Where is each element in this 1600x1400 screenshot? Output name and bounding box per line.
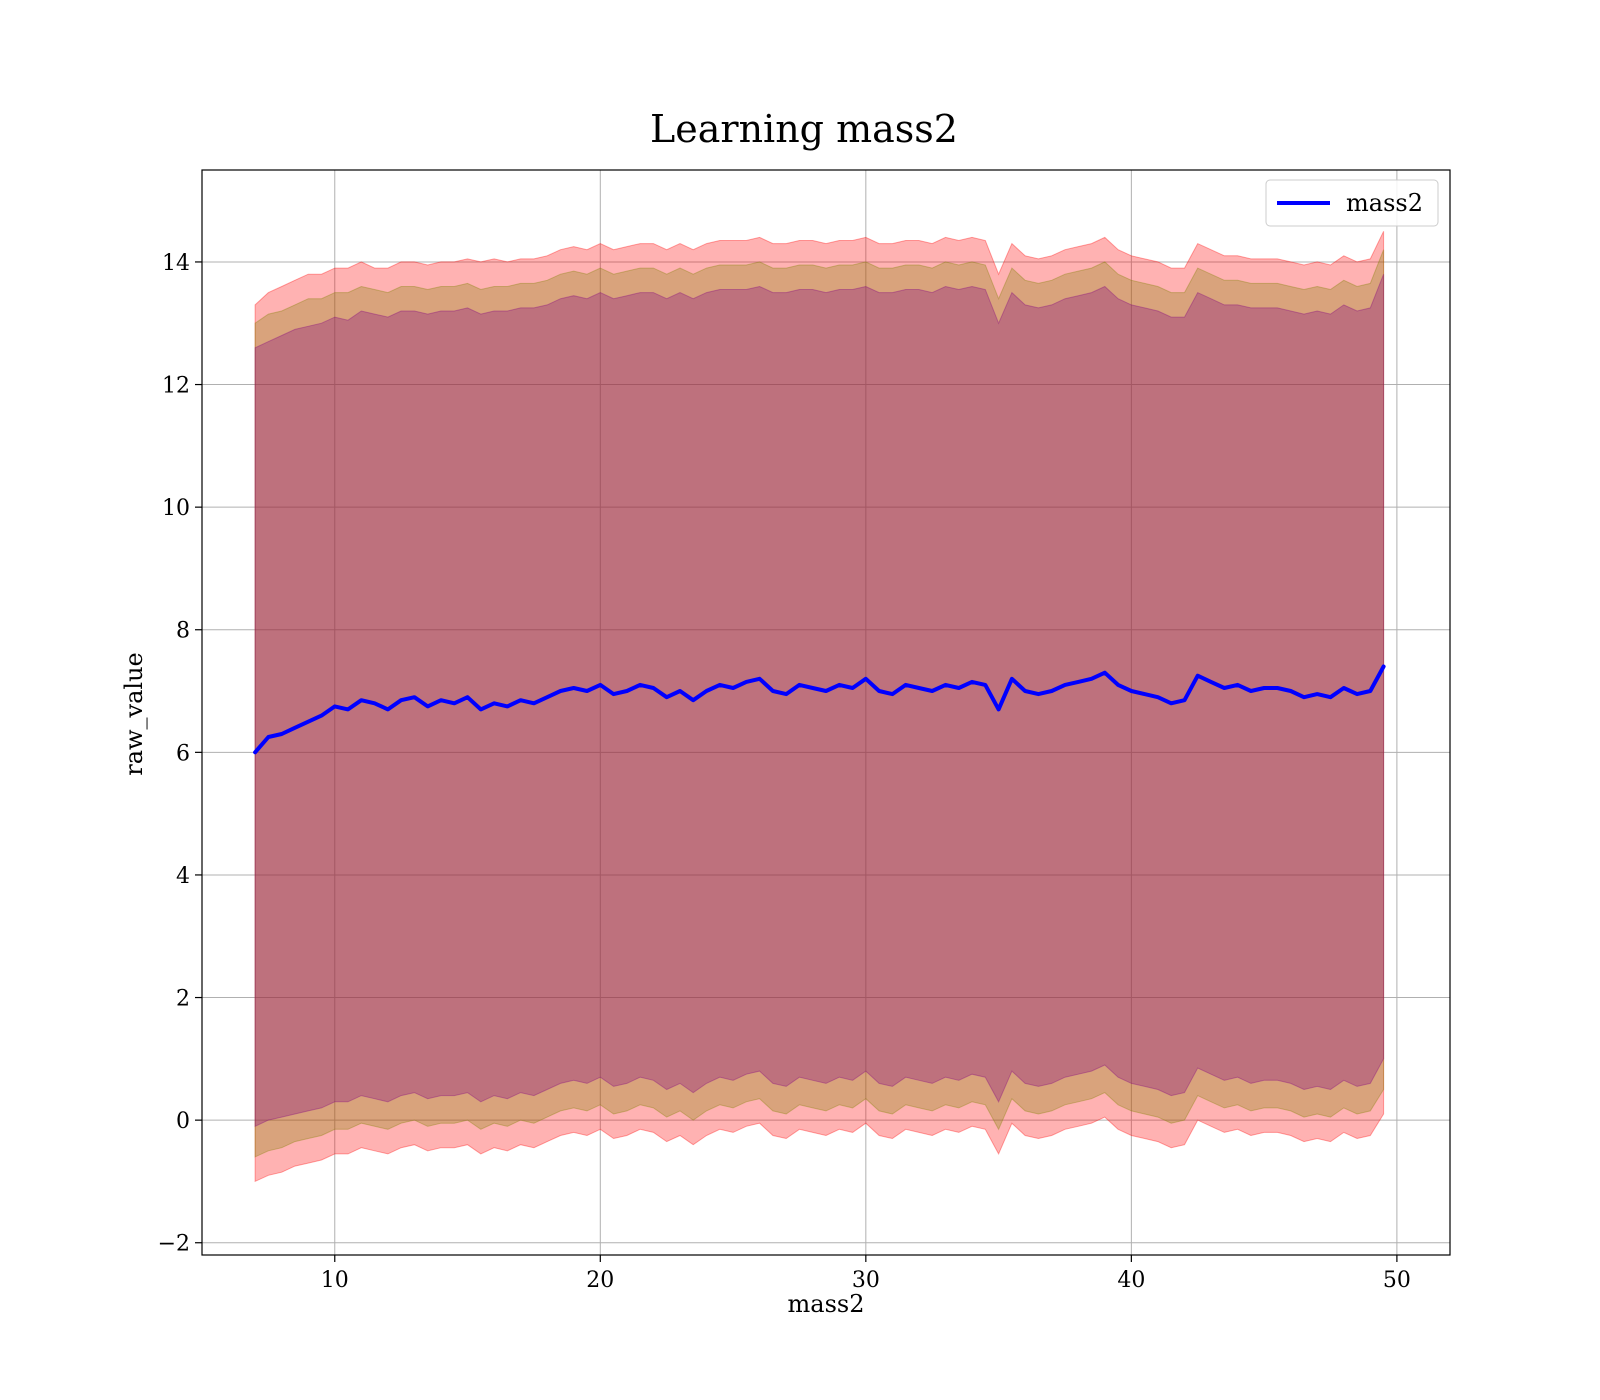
outer-band bbox=[254, 231, 1385, 1183]
y-tick-label-0: −2 bbox=[158, 1232, 190, 1257]
x-tick-label-3: 40 bbox=[1117, 1268, 1145, 1293]
chart-title: Learning mass2 bbox=[650, 107, 958, 151]
x-axis-label: mass2 bbox=[788, 1290, 865, 1318]
series-lines bbox=[253, 664, 1386, 755]
y-tick-label-3: 4 bbox=[176, 864, 190, 889]
y-axis-label: raw_value bbox=[120, 652, 148, 776]
x-axis-ticks: 10 20 30 40 50 bbox=[321, 1255, 1411, 1293]
plot-frame bbox=[201, 169, 1451, 1256]
legend: mass2 bbox=[1265, 179, 1439, 227]
x-tick-label-4: 50 bbox=[1383, 1268, 1411, 1293]
y-tick-label-7: 12 bbox=[162, 374, 190, 399]
y-tick-label-8: 14 bbox=[162, 251, 190, 276]
confidence-bands bbox=[254, 231, 1385, 1183]
y-tick-label-6: 10 bbox=[162, 496, 190, 521]
y-axis-ticks: −2 0 2 4 6 8 10 12 14 bbox=[158, 251, 202, 1257]
legend-entry-mass2: mass2 bbox=[1346, 189, 1423, 217]
y-tick-label-5: 8 bbox=[176, 619, 190, 644]
grid bbox=[202, 170, 1450, 1255]
series-line-mass2 bbox=[253, 664, 1386, 755]
y-tick-label-4: 6 bbox=[176, 741, 190, 766]
x-tick-label-1: 20 bbox=[586, 1268, 614, 1293]
y-tick-label-1: 0 bbox=[176, 1109, 190, 1134]
inner-band bbox=[254, 274, 1385, 1128]
x-tick-label-2: 30 bbox=[852, 1268, 880, 1293]
x-tick-label-0: 10 bbox=[321, 1268, 349, 1293]
legend-box bbox=[1265, 179, 1439, 227]
y-tick-label-2: 2 bbox=[176, 987, 190, 1012]
middle-band bbox=[254, 249, 1385, 1158]
